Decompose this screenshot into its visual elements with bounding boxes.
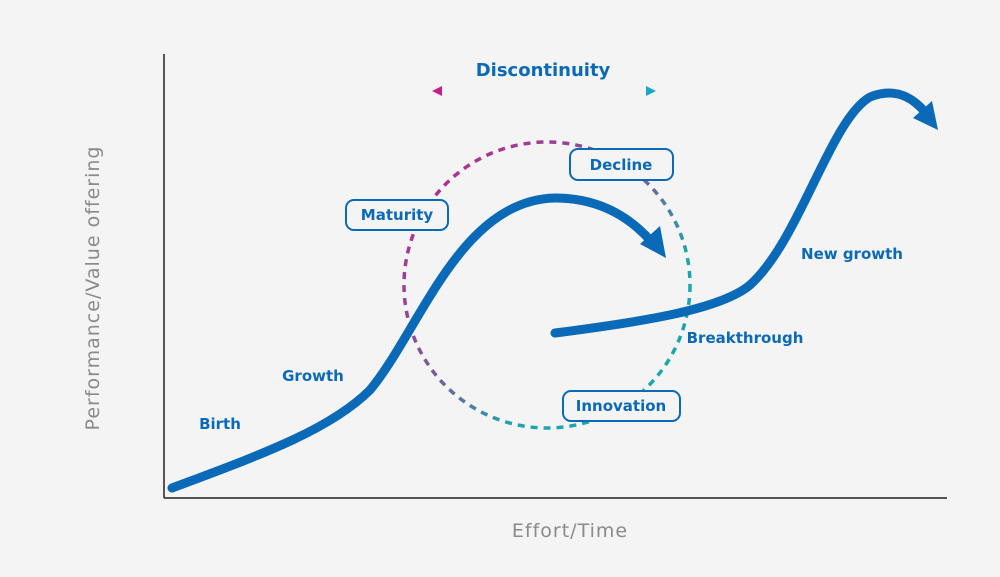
y-axis-label: Performance/Value offering xyxy=(82,146,104,431)
curve-2 xyxy=(550,88,930,338)
arrowhead xyxy=(640,226,666,258)
stage-label: Maturity xyxy=(361,206,434,224)
arrowhead xyxy=(913,101,938,130)
title: Discontinuity xyxy=(476,60,611,81)
stage-label: New growth xyxy=(801,245,903,263)
x-axis-label: Effort/Time xyxy=(512,520,628,542)
label-box xyxy=(562,390,681,422)
stage-label: Growth xyxy=(282,367,344,385)
stage-label: Breakthrough xyxy=(687,329,804,347)
stage-label: Birth xyxy=(199,415,241,433)
arrowhead xyxy=(646,86,656,96)
stage-label: Decline xyxy=(590,156,653,174)
arrowhead xyxy=(432,86,442,96)
cycle-circle xyxy=(402,140,692,430)
label-box xyxy=(345,199,449,231)
curve-1 xyxy=(167,193,655,493)
stage-label: Innovation xyxy=(576,397,666,415)
label-box xyxy=(569,148,674,181)
